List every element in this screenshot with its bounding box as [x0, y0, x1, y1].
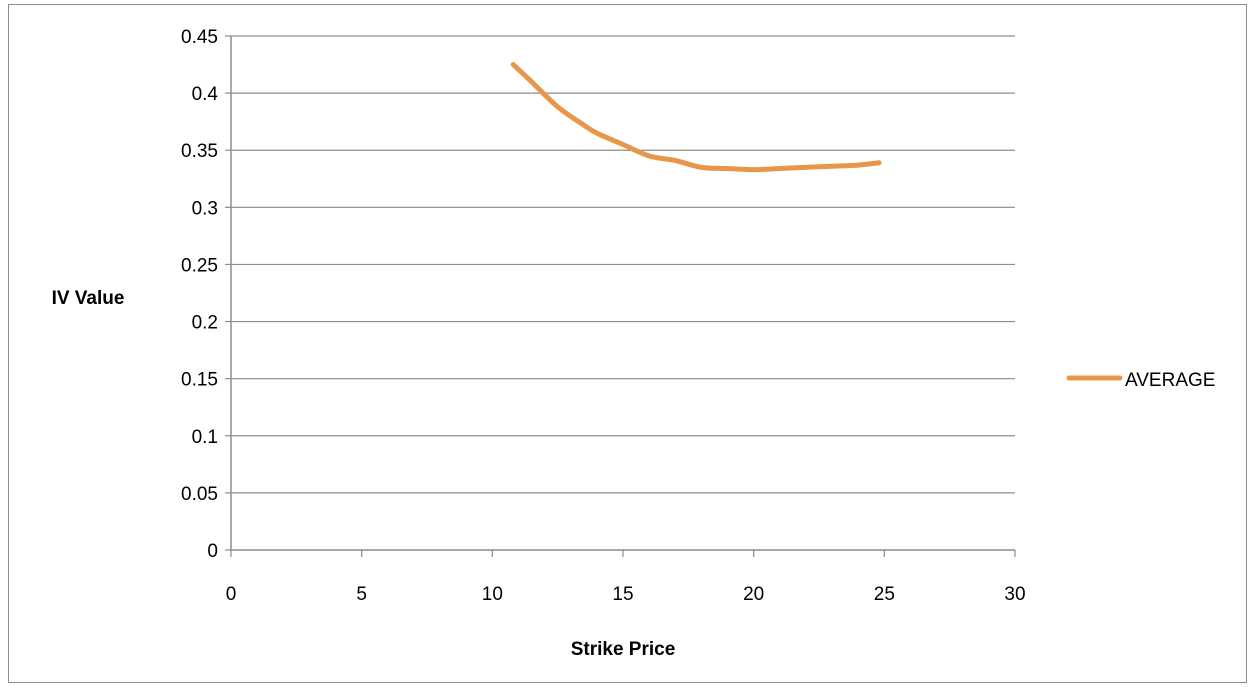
x-tick-label: 5 — [356, 584, 367, 605]
series-line-average — [510, 62, 882, 173]
y-tick-label: 0.45 — [181, 27, 218, 48]
chart-frame — [8, 4, 1247, 683]
y-tick-label: 0.3 — [192, 198, 218, 219]
x-tick-label: 25 — [874, 584, 895, 605]
series-lines — [510, 62, 882, 173]
tick-marks — [225, 35, 1016, 557]
y-tick-labels: 0 0.05 0.1 0.15 0.2 0.25 0.3 0.35 0.4 0.45 — [181, 27, 218, 562]
y-tick-label: 0.1 — [192, 427, 218, 448]
x-tick-label: 15 — [612, 584, 633, 605]
legend: AVERAGE — [1066, 370, 1215, 391]
y-tick-label: 0.35 — [181, 141, 218, 162]
y-tick-label: 0.2 — [192, 313, 218, 334]
y-axis-title: IV Value — [52, 288, 125, 309]
gridlines — [231, 35, 1015, 494]
y-tick-label: 0.15 — [181, 370, 218, 391]
y-tick-label: 0 — [207, 541, 218, 562]
axes — [230, 36, 1015, 551]
y-tick-label: 0.05 — [181, 484, 218, 505]
x-tick-label: 10 — [482, 584, 503, 605]
x-tick-label: 20 — [743, 584, 764, 605]
legend-label-average: AVERAGE — [1125, 370, 1215, 391]
x-tick-label: 0 — [226, 584, 237, 605]
x-tick-labels: 0 5 10 15 20 25 30 — [226, 584, 1026, 605]
x-tick-label: 30 — [1004, 584, 1025, 605]
x-axis-title: Strike Price — [571, 639, 676, 660]
y-tick-label: 0.4 — [192, 84, 219, 105]
y-tick-label: 0.25 — [181, 255, 218, 276]
